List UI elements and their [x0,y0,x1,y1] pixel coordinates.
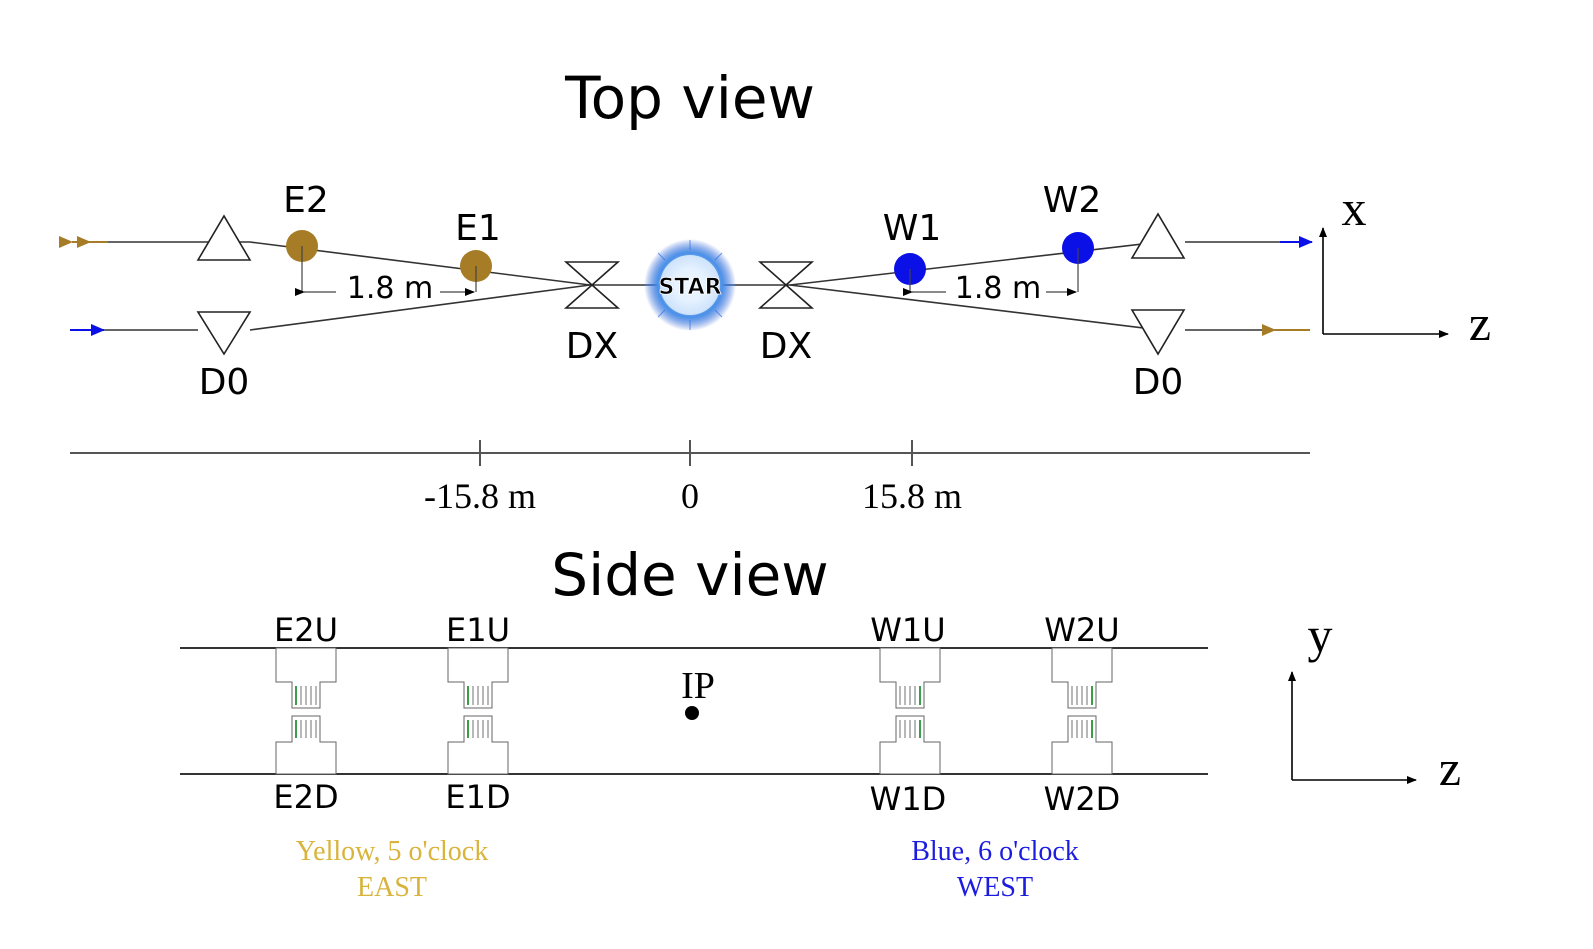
pot-w2d-label: W2D [1044,780,1121,818]
star-label: STAR [658,275,721,300]
dx-west-label: DX [760,326,812,367]
pot-e2u-label: E2U [274,611,338,649]
pot-pair-w1 [879,647,941,775]
west-side-label: WEST [957,872,1033,903]
side-view-axes: y z [1288,607,1461,796]
station-e1-label: E1 [455,208,501,249]
scale-label-center: 0 [681,476,699,516]
pot-e1d-label: E1D [445,778,510,816]
pot-w2u-label: W2U [1044,611,1119,649]
distance-scale: -15.8 m 0 15.8 m [70,440,1310,516]
station-w2-label: W2 [1043,180,1102,221]
top-view-title: Top view [564,64,815,132]
d0-east-label: D0 [199,362,250,403]
station-w1-label: W1 [883,208,942,249]
ip-point-icon [685,706,699,720]
west-lower-converge [789,284,1161,331]
station-e2-label: E2 [283,180,329,221]
scale-label-right: 15.8 m [862,476,962,516]
ip-label: IP [681,665,715,707]
d0-east-upper-triangle [196,214,252,261]
pot-pair-w2 [1051,647,1113,775]
pot-w1d-label: W1D [870,780,947,818]
d0-west-label: D0 [1133,362,1184,403]
dx-east-label: DX [566,326,618,367]
pot-pair-e2 [275,647,337,775]
d0-west-lower-triangle [1130,309,1186,356]
pot-w1u-label: W1U [870,611,945,649]
east-beam-label: Yellow, 5 o'clock [296,836,489,867]
east-lower-converge [249,284,591,331]
d0-west-upper-triangle [1130,212,1186,259]
top-view-axes: x z [1319,180,1491,351]
dx-east-magnet [563,261,621,309]
scale-label-left: -15.8 m [424,476,536,516]
west-upper-converge [789,241,1161,286]
pot-pair-e1 [447,647,509,775]
east-spacing-dimension: 1.8 m [295,246,477,306]
star-detector-icon: STAR [644,239,736,331]
west-beam-label: Blue, 6 o'clock [911,836,1079,867]
pot-e1u-label: E1U [446,611,510,649]
east-side-label: EAST [357,872,427,903]
top-axis-z-label: z [1469,295,1491,351]
east-spacing-label: 1.8 m [347,271,433,306]
top-axis-x-label: x [1342,180,1367,236]
side-axis-y-label: y [1308,607,1333,663]
west-spacing-dimension: 1.8 m [903,248,1079,306]
side-view-title: Side view [551,541,828,609]
d0-east-lower-triangle [196,311,252,356]
pot-e2d-label: E2D [273,778,338,816]
side-axis-z-label: z [1439,740,1461,796]
dx-west-magnet [757,261,815,309]
west-spacing-label: 1.8 m [955,271,1041,306]
